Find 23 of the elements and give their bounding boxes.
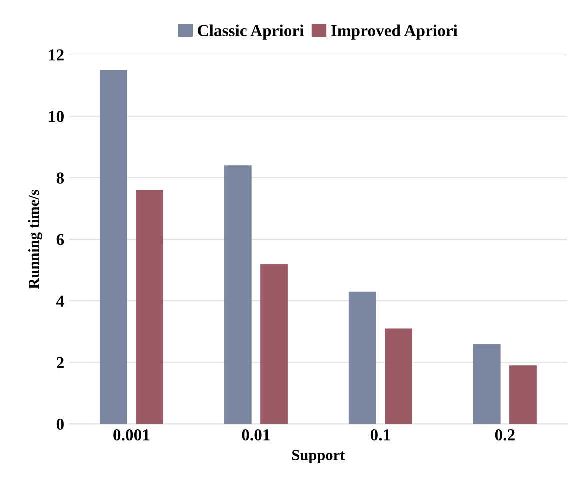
y-tick-label: 12 [49, 50, 64, 61]
bar [136, 190, 164, 424]
y-tick-label: 6 [56, 234, 64, 246]
bar [260, 264, 288, 424]
y-tick-label: 0 [56, 418, 64, 430]
legend-label: Improved Apriori [331, 24, 458, 40]
x-tick-label: 0.1 [370, 429, 390, 441]
bar [510, 366, 537, 424]
x-axis-title: Support [292, 450, 346, 464]
bar [348, 292, 376, 424]
x-tick-label: 0.01 [242, 429, 270, 441]
y-tick-label: 8 [56, 172, 64, 184]
bar [224, 166, 252, 424]
bar [100, 70, 128, 424]
y-tick-label: 2 [56, 357, 64, 368]
y-tick-label: 4 [56, 296, 64, 307]
y-tick-label: 10 [49, 111, 64, 122]
bar [473, 344, 501, 424]
x-tick-label: 0.2 [495, 429, 515, 441]
legend-label: Classic Apriori [198, 24, 304, 40]
x-tick-label: 0.001 [114, 429, 150, 441]
bar [385, 328, 412, 424]
y-axis-title: Running time/s [28, 190, 42, 290]
